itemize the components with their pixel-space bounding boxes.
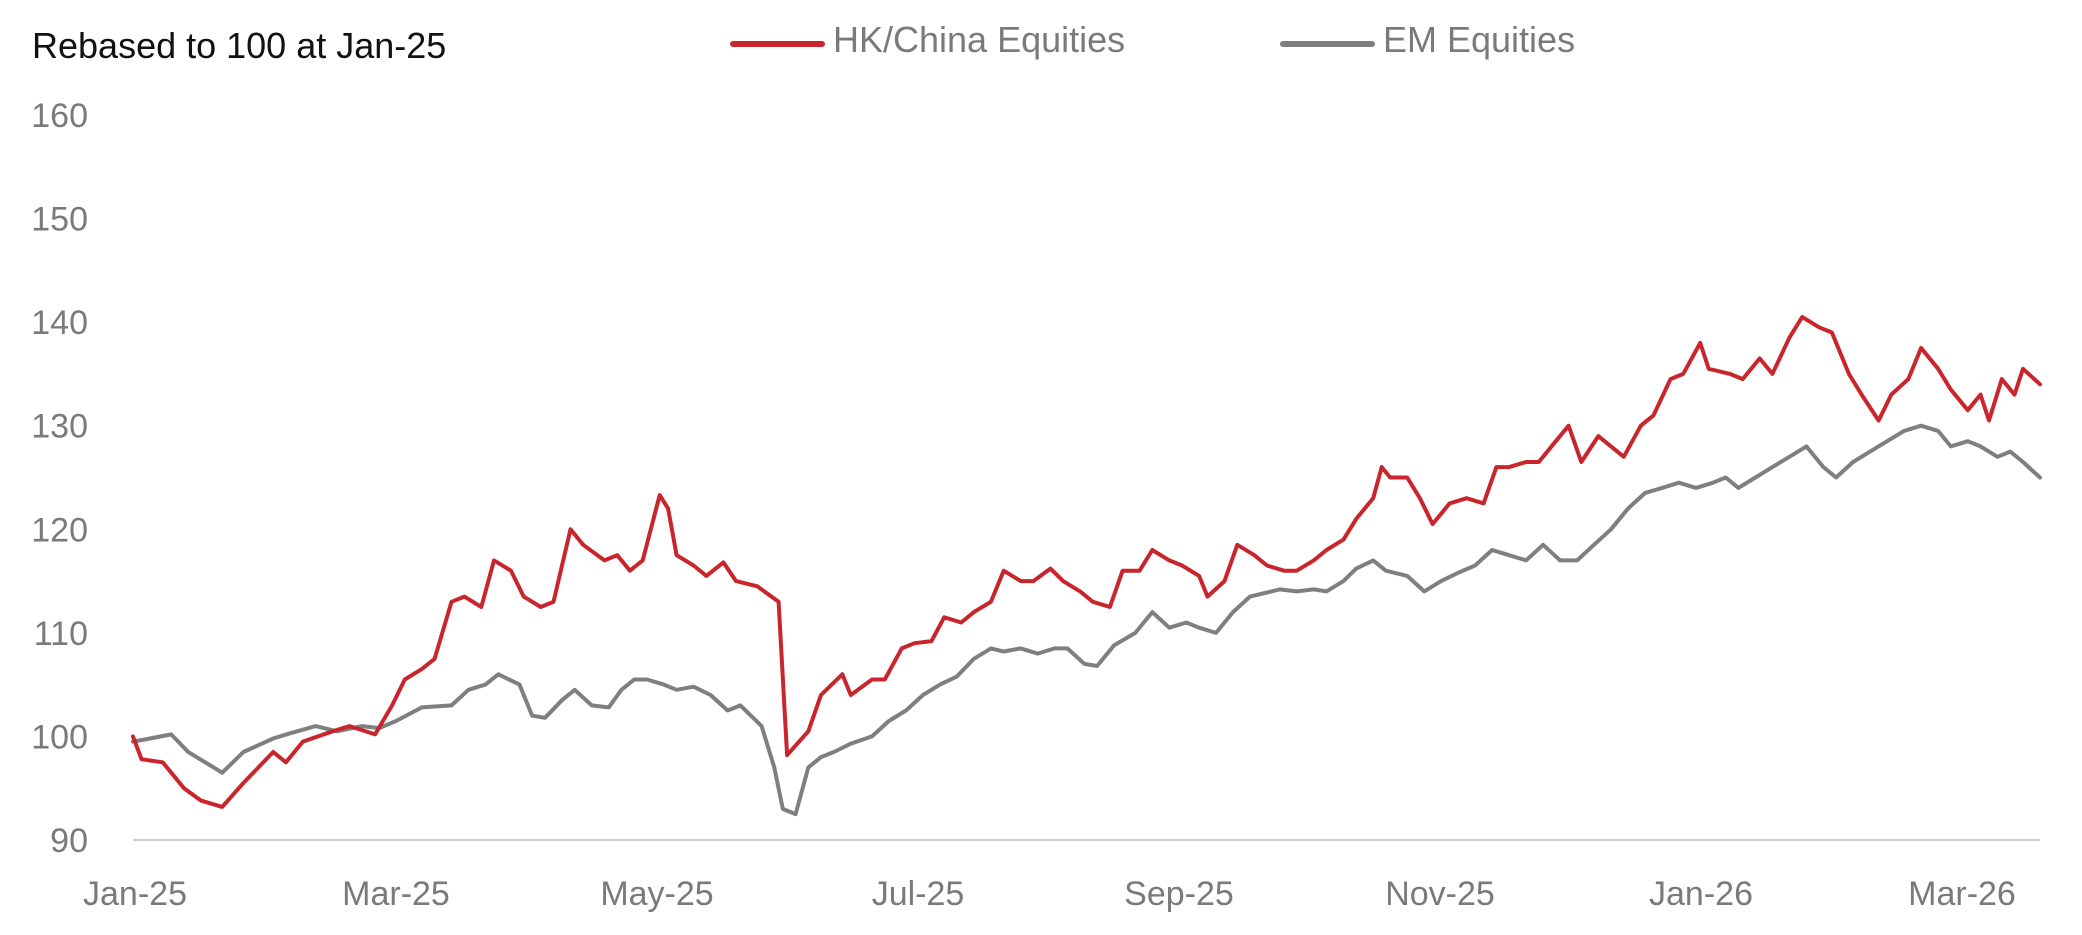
x-tick-label-jan-26: Jan-26 <box>1649 875 1753 913</box>
chart-title: Rebased to 100 at Jan-25 <box>32 25 446 66</box>
legend-label-hk-china-equities: HK/China Equities <box>833 19 1125 60</box>
y-tick-label-110: 110 <box>34 615 88 653</box>
series-line-hk-china-equities <box>131 315 2042 809</box>
y-tick-label-140: 140 <box>31 304 88 342</box>
x-tick-label-mar-25: Mar-25 <box>342 875 450 913</box>
x-tick-label-nov-25: Nov-25 <box>1385 875 1495 913</box>
y-tick-label-150: 150 <box>31 201 88 239</box>
x-tick-label-mar-26: Mar-26 <box>1908 875 2016 913</box>
series-line-em-equities <box>131 423 2042 817</box>
y-axis-tick-labels: 90 100 110 120 130 140 150 160 <box>31 97 88 860</box>
x-axis-tick-labels: Jan-25 Mar-25 May-25 Jul-25 Sep-25 Nov-25 Jan-… <box>83 875 2016 913</box>
legend-label-em-equities: EM Equities <box>1383 19 1575 60</box>
x-tick-label-jan-25: Jan-25 <box>83 875 187 913</box>
x-tick-label-may-25: May-25 <box>600 875 713 913</box>
series-layer <box>131 315 2042 817</box>
y-tick-label-120: 120 <box>31 511 88 549</box>
legend: HK/China Equities EM Equities <box>730 19 1575 60</box>
y-tick-label-90: 90 <box>50 822 88 860</box>
y-tick-label-130: 130 <box>31 408 88 446</box>
x-tick-label-sep-25: Sep-25 <box>1124 875 1234 913</box>
y-tick-label-160: 160 <box>31 97 88 135</box>
y-tick-label-100: 100 <box>31 718 88 756</box>
x-tick-label-jul-25: Jul-25 <box>872 875 965 913</box>
